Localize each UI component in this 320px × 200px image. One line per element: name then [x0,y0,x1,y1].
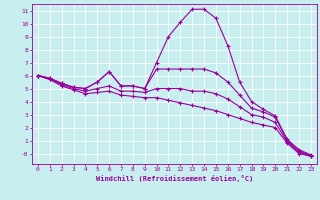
X-axis label: Windchill (Refroidissement éolien,°C): Windchill (Refroidissement éolien,°C) [96,175,253,182]
